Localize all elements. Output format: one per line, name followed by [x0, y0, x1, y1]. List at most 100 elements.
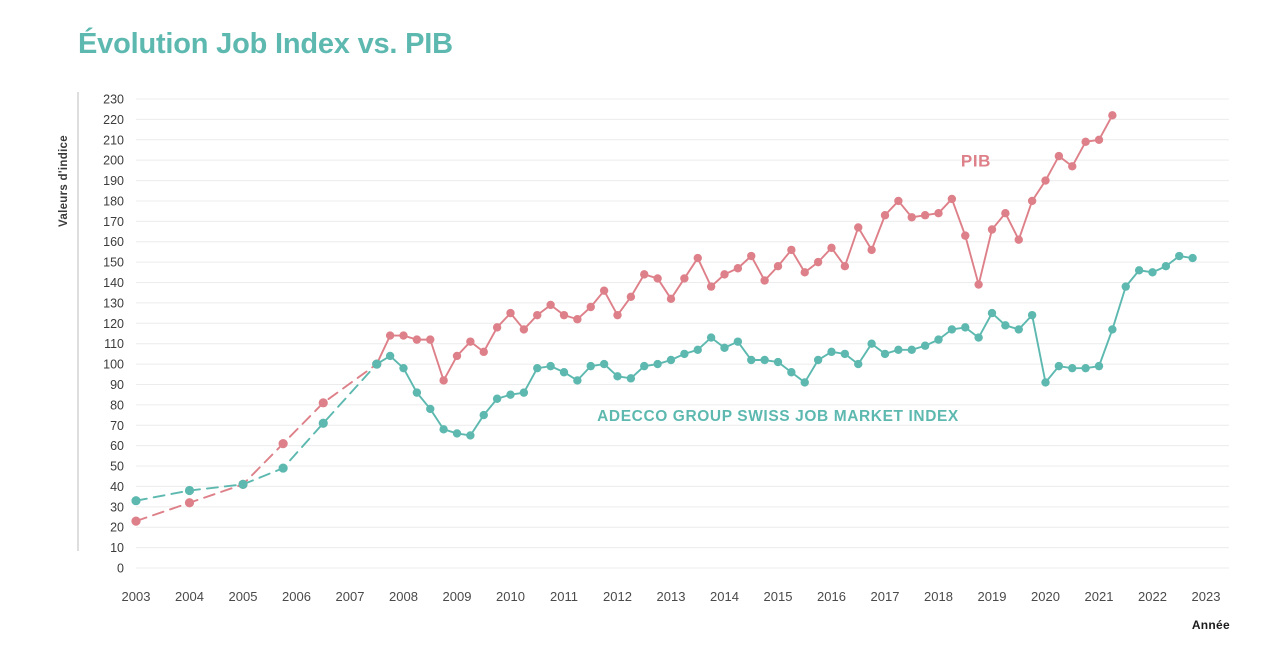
y-tick-label: 100 [103, 358, 124, 372]
x-tick-label: 2023 [1192, 589, 1221, 604]
data-point [920, 211, 930, 220]
x-tick-label: 2019 [978, 589, 1007, 604]
data-point [399, 363, 408, 373]
data-point [987, 225, 997, 234]
x-tick-label: 2015 [764, 589, 793, 604]
series-pib [131, 111, 1117, 526]
y-tick-label: 40 [110, 480, 124, 494]
x-tick-label: 2008 [389, 589, 418, 604]
data-point [546, 361, 555, 371]
data-point [452, 351, 462, 361]
data-point [800, 378, 809, 387]
data-point [385, 331, 395, 340]
gridlines [136, 98, 1229, 569]
data-point [1027, 310, 1037, 320]
x-tick-label: 2021 [1085, 589, 1114, 604]
y-tick-label: 60 [110, 439, 124, 453]
data-point [880, 211, 890, 220]
data-point [184, 485, 195, 496]
data-point [880, 349, 890, 359]
data-point [680, 274, 689, 283]
y-tick-label: 10 [110, 541, 124, 555]
data-point [385, 351, 395, 361]
data-point [840, 349, 850, 359]
data-point [626, 374, 636, 383]
data-point [492, 323, 502, 332]
x-tick-label: 2012 [603, 589, 632, 604]
data-point [1001, 321, 1010, 330]
data-point [452, 429, 462, 438]
x-tick-label: 2022 [1138, 589, 1167, 604]
data-point [131, 496, 141, 506]
data-point [907, 345, 916, 355]
data-point [586, 361, 595, 371]
data-point [961, 323, 970, 332]
x-tick-label: 2017 [871, 589, 900, 604]
x-tick-label: 2020 [1031, 589, 1060, 604]
data-point [278, 463, 288, 473]
data-point [1134, 266, 1144, 275]
data-point [1081, 363, 1090, 373]
data-point [706, 282, 716, 291]
y-tick-label: 120 [103, 317, 124, 331]
data-point [1054, 361, 1064, 371]
data-point [1014, 235, 1023, 244]
data-point [372, 359, 381, 369]
data-point [947, 325, 957, 334]
data-series [131, 111, 1197, 526]
data-point [760, 355, 769, 365]
data-point [934, 335, 943, 344]
data-point [1014, 325, 1023, 334]
data-point [546, 300, 555, 310]
series-job-index [131, 251, 1197, 506]
data-point [599, 286, 609, 295]
data-point [426, 404, 435, 414]
x-tick-label: 2016 [817, 589, 846, 604]
y-tick-label: 20 [110, 521, 124, 535]
data-point [813, 257, 823, 267]
data-point [1081, 137, 1090, 147]
data-point [533, 363, 542, 373]
data-point [920, 341, 930, 350]
data-point [506, 390, 515, 399]
data-point [934, 208, 943, 218]
data-point [760, 276, 769, 285]
y-tick-label: 110 [104, 337, 124, 351]
data-point [559, 310, 569, 320]
data-point [318, 418, 328, 428]
data-point [1068, 162, 1077, 171]
data-point [1148, 268, 1157, 277]
data-point [479, 410, 488, 420]
data-point [613, 372, 622, 381]
data-point [907, 213, 916, 222]
data-point [1068, 363, 1077, 373]
y-axis-ticks: 0 10 20 30 40 50 60 70 80 90 100 110 120 130 140 150 160… [103, 93, 124, 576]
data-point [640, 361, 649, 371]
data-point [466, 337, 475, 346]
data-point [947, 194, 957, 204]
data-point [854, 359, 863, 369]
data-point [426, 335, 435, 344]
data-point [653, 359, 662, 369]
x-tick-label: 2004 [175, 589, 204, 604]
data-point [399, 331, 408, 340]
data-point [974, 333, 983, 342]
data-point [773, 357, 783, 367]
data-point [1161, 262, 1171, 271]
series-line [375, 114, 1114, 382]
data-point [1027, 196, 1037, 206]
data-point [840, 262, 850, 271]
data-point [961, 231, 970, 240]
data-point [813, 355, 823, 365]
y-tick-label: 210 [103, 133, 124, 147]
annotation-job-index: ADECCO GROUP SWISS JOB MARKET INDEX [597, 408, 959, 425]
data-point [666, 294, 676, 304]
data-point [466, 431, 475, 440]
data-point [586, 302, 595, 312]
data-point [1001, 208, 1010, 218]
data-point [479, 347, 488, 357]
data-point [693, 345, 702, 355]
x-axis-ticks: 2003 2004 2005 2006 2007 2008 2009 2010 2011 2012… [122, 589, 1221, 604]
